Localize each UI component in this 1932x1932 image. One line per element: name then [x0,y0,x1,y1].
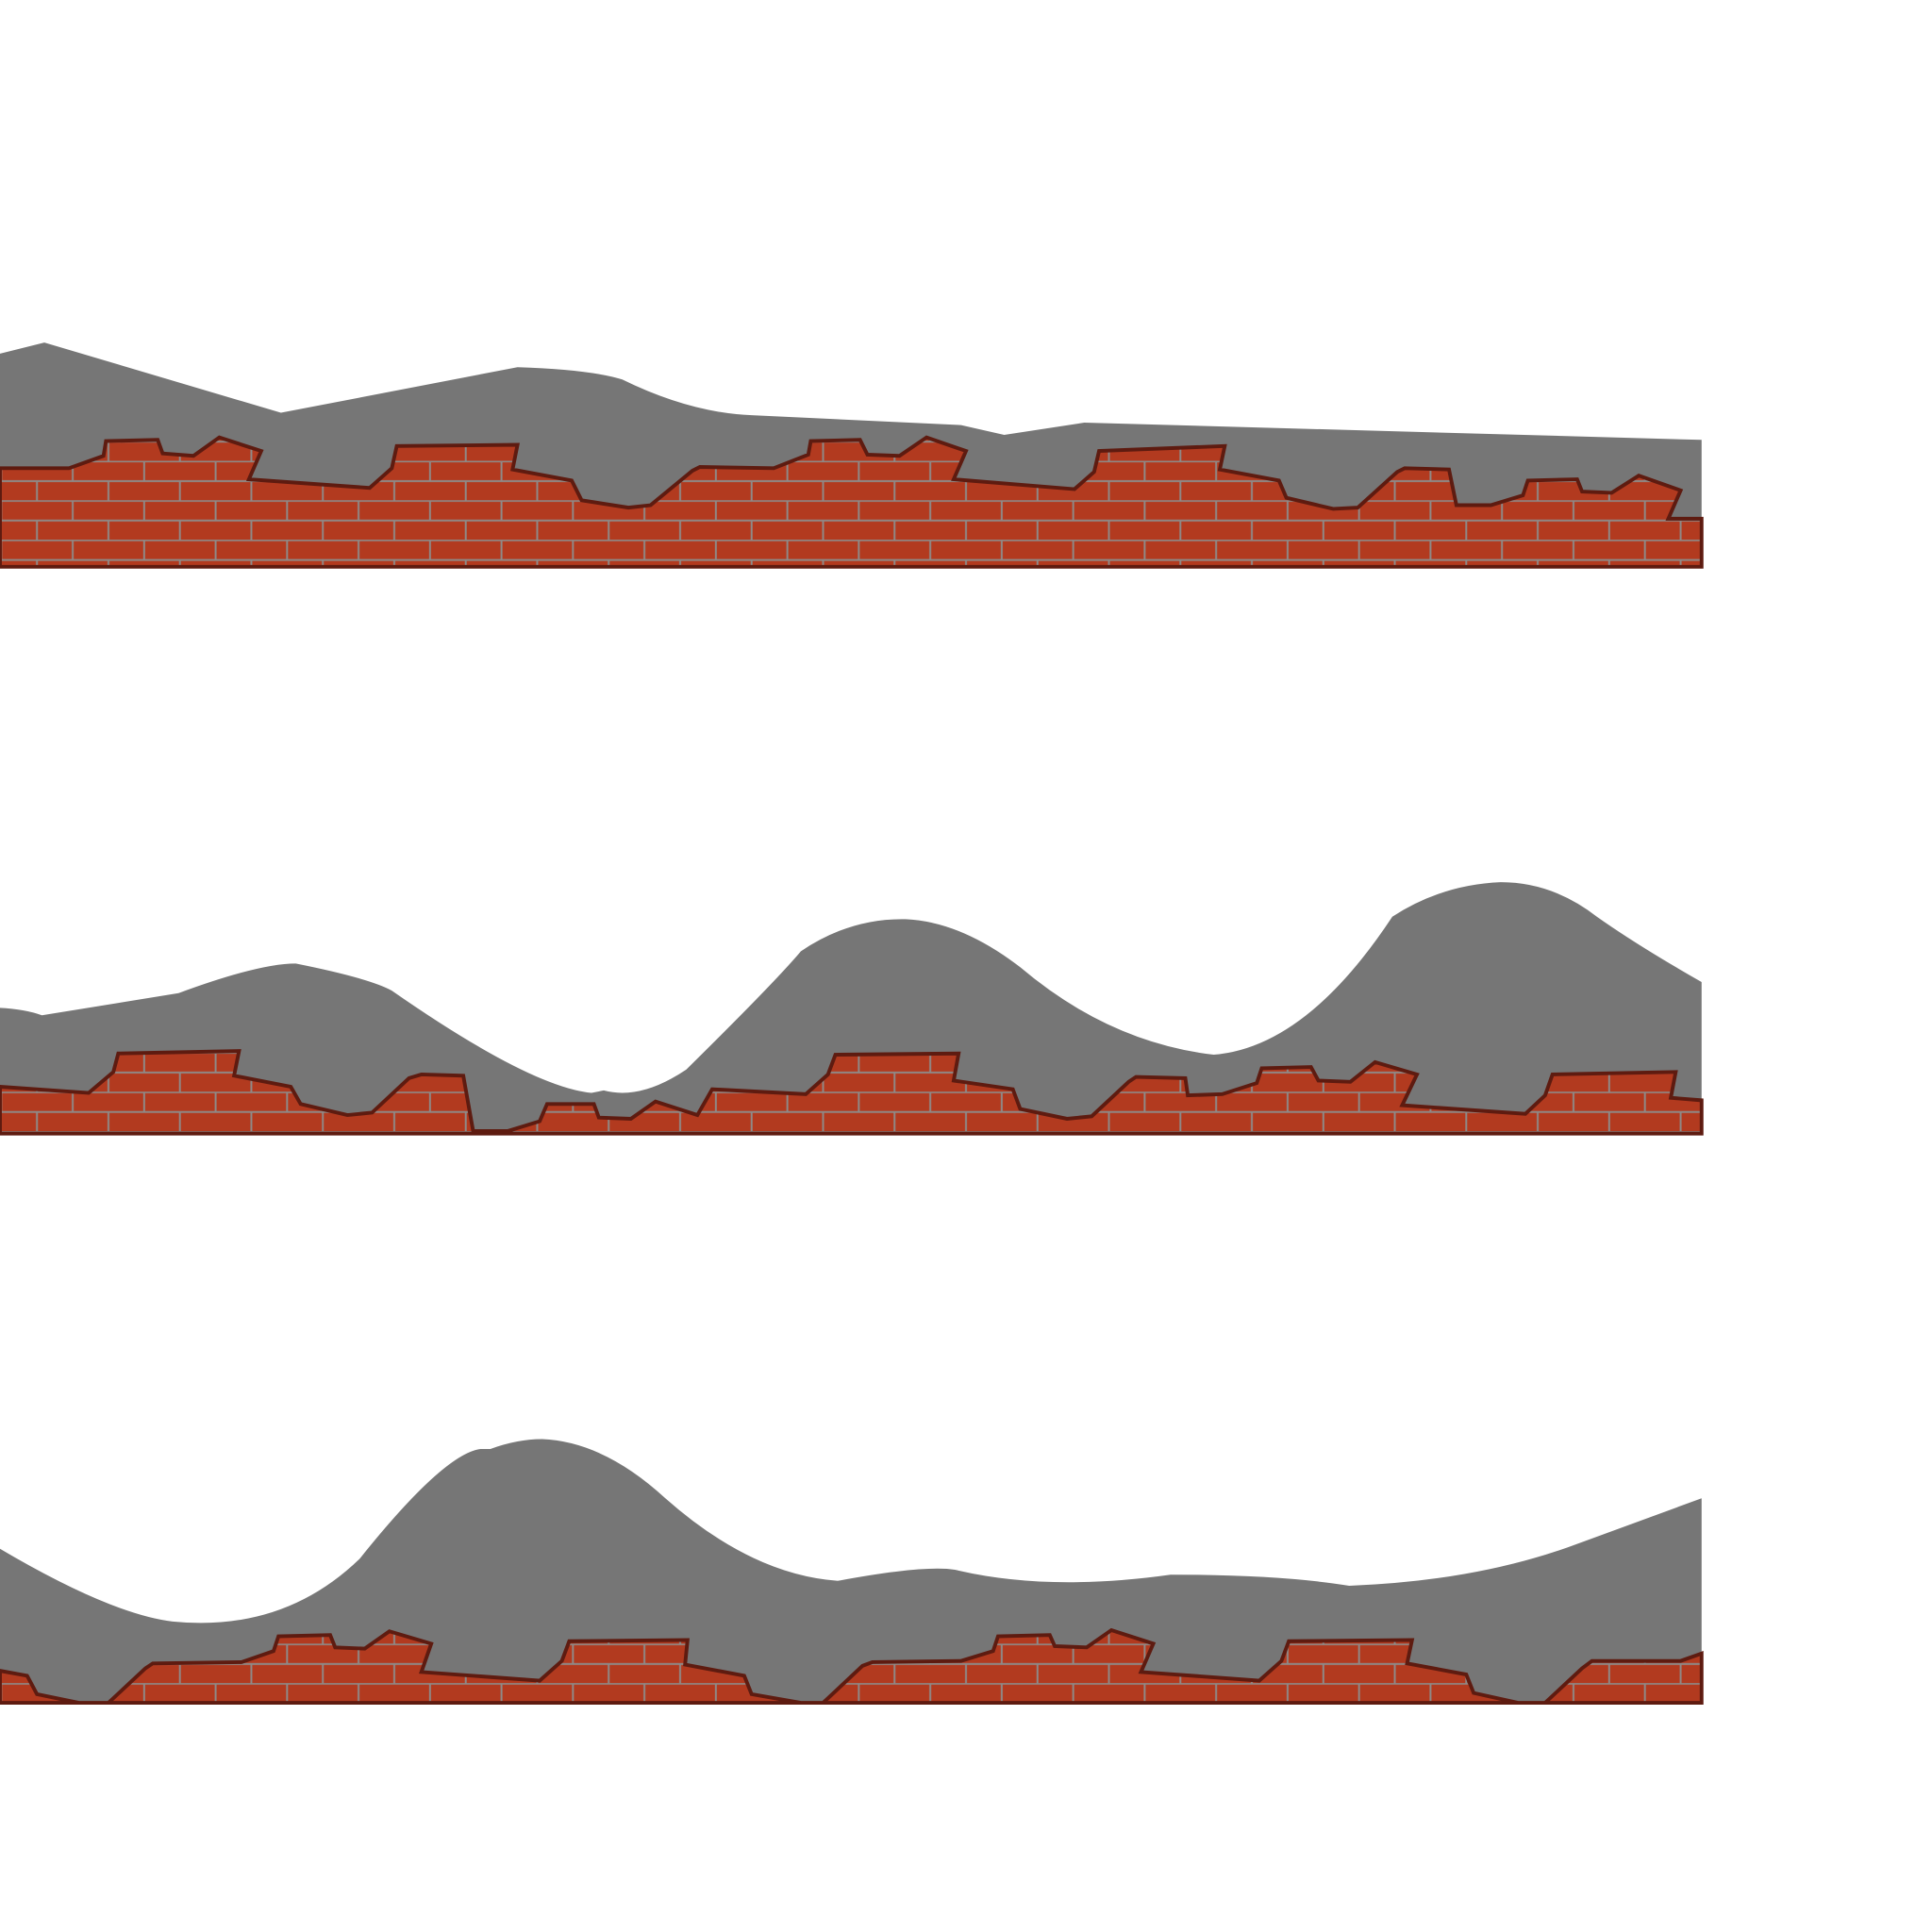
brick-wall [0,1627,1704,1706]
brick-wall [0,1049,1704,1136]
terrain-strip [0,882,1704,1136]
terrain-strip [0,1439,1704,1706]
brick-wall [0,435,1704,569]
terrain-strip [0,342,1704,569]
background-hill [0,1439,1702,1704]
